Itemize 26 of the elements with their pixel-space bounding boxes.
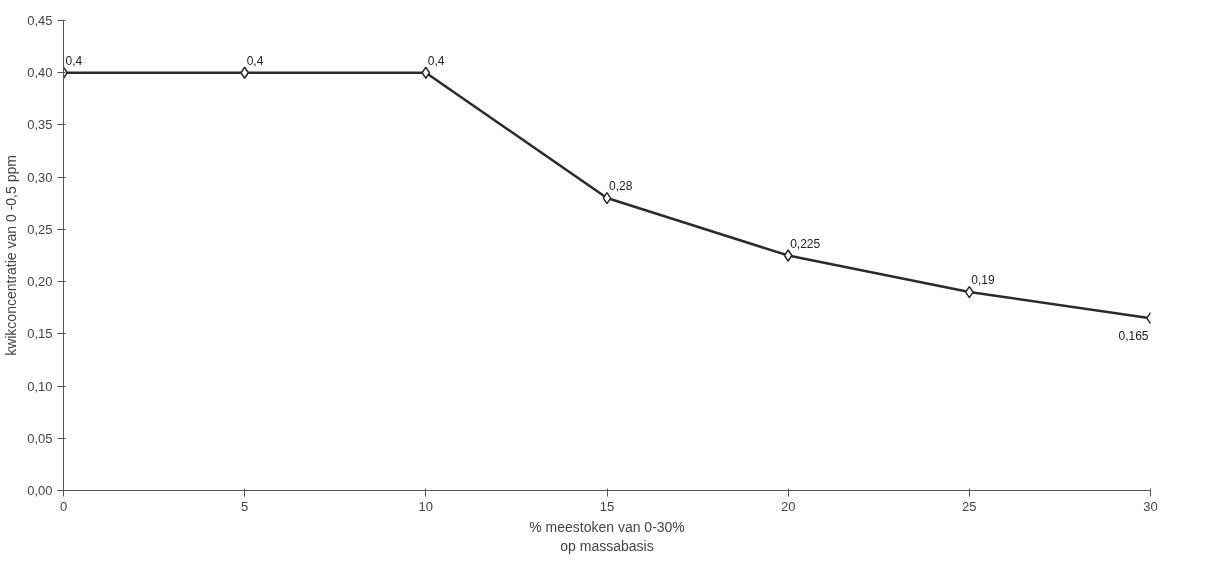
text: 0,28	[609, 179, 633, 194]
x-tick-label: 15	[599, 498, 615, 514]
x-tick-label: 5	[241, 498, 249, 514]
text: 0,165	[1118, 329, 1149, 344]
x-axis-title: % meestoken van 0-30% op massabasis	[529, 518, 685, 554]
text: 0,4	[246, 53, 264, 68]
text: 0,4	[427, 53, 445, 68]
x-tick-label: 30	[1143, 498, 1158, 514]
y-tick-label: 0,00	[27, 483, 53, 498]
x-tick-label: 20	[780, 498, 796, 514]
y-axis-title: kwikconcentratie van 0 -0,5 ppm	[3, 155, 20, 356]
text: 0,4	[65, 53, 83, 68]
y-tick-label: 0,20	[27, 274, 53, 290]
y-tick-label: 0,35	[27, 117, 53, 133]
y-tick-label: 0,30	[27, 169, 53, 185]
y-tick-label: 0,10	[27, 378, 53, 394]
y-tick-label: 0,15	[27, 326, 53, 342]
y-tick-label: 0,45	[27, 13, 53, 28]
x-tick-label: 10	[418, 498, 434, 514]
text: 0,225	[790, 236, 821, 251]
y-tick-label: 0,40	[27, 65, 53, 81]
text: 0,19	[971, 273, 995, 288]
y-tick-label: 0,25	[27, 221, 53, 237]
x-tick-label: 0	[59, 498, 68, 514]
y-tick-label: 0,05	[27, 430, 53, 446]
x-tick-label: 25	[962, 498, 977, 514]
